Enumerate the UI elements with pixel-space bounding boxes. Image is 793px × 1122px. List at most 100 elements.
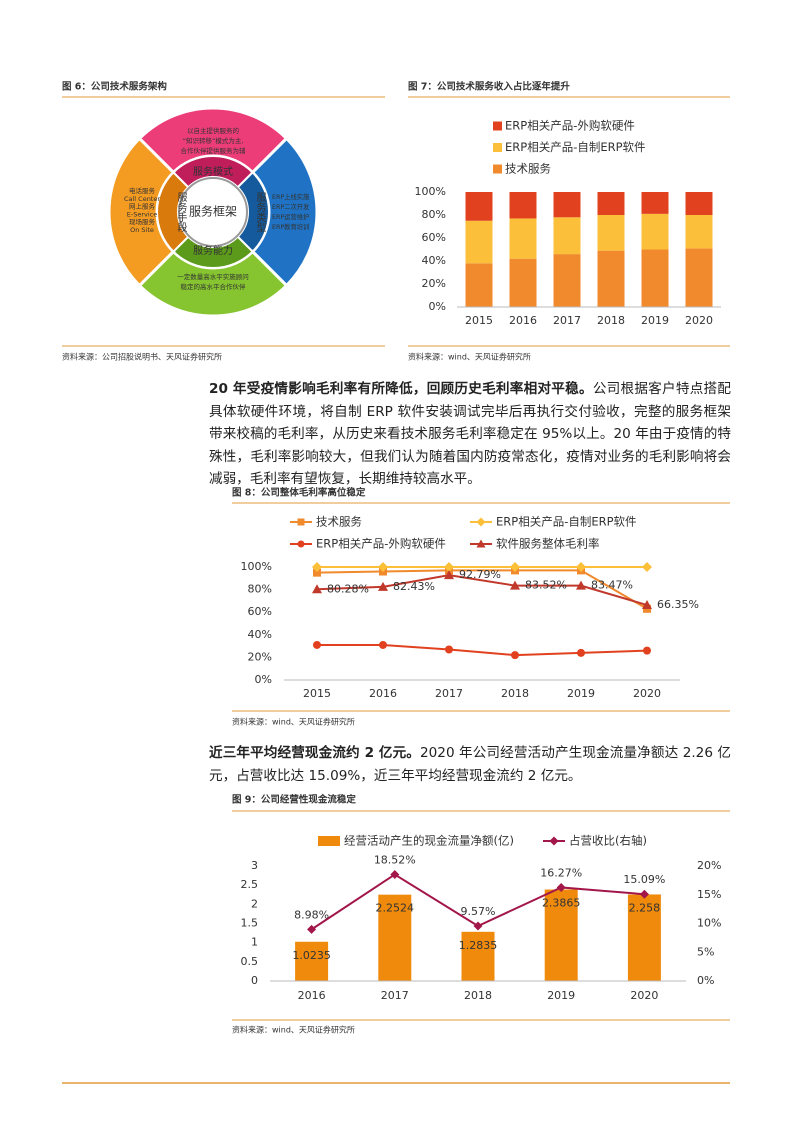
paragraph-lead: 近三年平均经营现金流约 2 亿元。 — [209, 745, 420, 761]
marker — [378, 562, 388, 572]
figure-source: 资料来源：wind、天风证券研究所 — [232, 1025, 355, 1035]
data-label: 83.47% — [591, 579, 633, 592]
data-label: 2.258 — [629, 901, 661, 914]
x-tick-label: 2020 — [633, 687, 661, 700]
legend-swatch — [318, 836, 340, 846]
figure-source: 资料来源：wind、天风证券研究所 — [408, 352, 531, 362]
legend-label: ERP相关产品-自制ERP软件 — [505, 140, 646, 154]
bar-segment — [465, 192, 493, 221]
bar — [627, 894, 661, 981]
data-label: 8.98% — [294, 908, 329, 921]
bar-segment — [597, 250, 625, 307]
figure-title: 图 9：公司经营性现金流稳定 — [232, 794, 356, 806]
y-tick-label: 80% — [422, 208, 446, 221]
legend-label: 占营收比(右轴) — [569, 834, 647, 848]
x-tick-label: 2017 — [435, 687, 463, 700]
figure-title: 图 8：公司整体毛利率高位稳定 — [232, 487, 366, 499]
data-label: 15.09% — [623, 873, 665, 886]
x-tick-label: 2017 — [553, 314, 581, 327]
y-tick-label: 0.5 — [241, 955, 259, 968]
quadrant-text: 以自主提供服务的 — [187, 126, 240, 135]
diagram-center-label: 服务框架 — [189, 204, 237, 219]
data-label: 2.2524 — [376, 902, 415, 915]
quadrant-text: ERP运营维护 — [272, 212, 309, 221]
series-line — [316, 574, 648, 606]
bar — [461, 931, 495, 981]
figure-title: 图 7：公司技术服务收入占比逐年提升 — [408, 81, 570, 93]
marker — [390, 870, 400, 880]
marker — [444, 570, 454, 580]
y-tick-label: 60% — [248, 605, 272, 618]
y-tick-label: 100% — [415, 185, 446, 198]
y-tick-label: 60% — [422, 231, 446, 244]
quadrant-text: 一定数量高水平实施顾问 — [177, 272, 249, 281]
y-tick-label: 1 — [251, 936, 258, 949]
paragraph-text: 2020 年公司经营活动产生现金流量净额达 2.26 亿元，占营收比达 15.0… — [209, 745, 731, 784]
x-tick-label: 2019 — [567, 687, 595, 700]
y-tick-label: 0% — [255, 673, 272, 686]
bar — [378, 894, 412, 981]
quadrant-text: E-Service — [127, 210, 157, 218]
quadrant-text: 合作伙伴提供服务为辅 — [181, 146, 247, 155]
marker — [307, 924, 317, 934]
y-tick-label: 100% — [241, 560, 272, 573]
quadrant-label: 服务模式 — [193, 165, 233, 178]
quadrant-text: “知识转移”模式为主, — [183, 136, 244, 145]
data-label: 66.35% — [657, 598, 699, 611]
paragraph: 20 年受疫情影响毛利率有所降低，回顾历史毛利率相对平稳。公司根据客户特点搭配具… — [209, 378, 731, 491]
legend-label: ERP相关产品-外购软硬件 — [505, 119, 635, 133]
marker — [556, 882, 566, 892]
series-line — [316, 569, 648, 610]
marker — [297, 540, 305, 548]
bar-segment — [509, 192, 537, 219]
y-tick-label: 20% — [248, 650, 272, 663]
x-tick-label: 2020 — [630, 989, 658, 1002]
bar — [295, 941, 329, 981]
legend-label: 软件服务整体毛利率 — [496, 537, 600, 551]
bar-segment — [553, 217, 581, 255]
marker — [445, 645, 453, 654]
y-tick-label: 40% — [422, 254, 446, 267]
bar-segment — [685, 192, 713, 215]
bar-segment — [685, 215, 713, 249]
marker — [511, 651, 519, 660]
marker — [313, 640, 321, 649]
legend-swatch — [493, 164, 502, 174]
data-label: 16.27% — [540, 866, 582, 879]
y-tick-label: 0% — [697, 974, 714, 987]
marker — [639, 889, 649, 899]
data-label: 1.2835 — [459, 939, 498, 952]
marker — [473, 921, 483, 931]
paragraph: 近三年平均经营现金流约 2 亿元。2020 年公司经营活动产生现金流量净额达 2… — [209, 742, 731, 787]
x-tick-label: 2016 — [509, 314, 537, 327]
bar — [544, 889, 578, 981]
bar-segment — [641, 192, 669, 214]
data-label: 80.28% — [327, 582, 369, 595]
bar-segment — [597, 215, 625, 251]
y-tick-label: 20% — [422, 277, 446, 290]
x-tick-label: 2016 — [369, 687, 397, 700]
marker — [576, 580, 586, 590]
y-tick-label: 2.5 — [241, 878, 259, 891]
y-tick-label: 15% — [697, 888, 721, 901]
paragraph-lead: 20 年受疫情影响毛利率有所降低，回顾历史毛利率相对平稳。 — [209, 381, 593, 397]
figure-title: 图 6：公司技术服务架构 — [62, 81, 167, 93]
legend-label: ERP相关产品-外购软硬件 — [316, 537, 446, 551]
quadrant-text: ERP二次开发 — [272, 202, 310, 211]
data-label: 2.3865 — [542, 897, 581, 910]
marker — [510, 580, 520, 590]
data-label: 18.52% — [374, 854, 416, 867]
y-tick-label: 5% — [697, 945, 714, 958]
y-tick-label: 0 — [251, 974, 258, 987]
bar-segment — [465, 220, 493, 264]
legend-label: 技术服务 — [505, 162, 551, 176]
marker — [642, 600, 652, 610]
x-tick-label: 2015 — [465, 314, 493, 327]
figure-source: 资料来源：wind、天风证券研究所 — [232, 717, 355, 727]
x-tick-label: 2015 — [303, 687, 331, 700]
bar-segment — [553, 254, 581, 307]
y-tick-label: 80% — [248, 583, 272, 596]
